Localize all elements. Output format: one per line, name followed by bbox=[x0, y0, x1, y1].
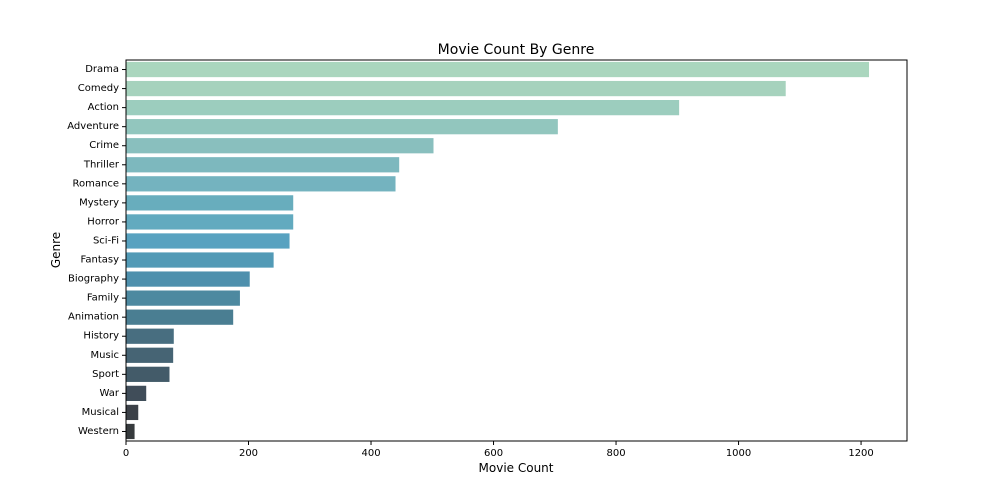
chart-title: Movie Count By Genre bbox=[438, 42, 595, 58]
y-tick-label: Sport bbox=[92, 369, 119, 380]
y-axis-label: Genre bbox=[49, 232, 63, 268]
bar-horror bbox=[126, 214, 294, 230]
bar-sci-fi bbox=[126, 233, 290, 249]
bar-drama bbox=[126, 61, 870, 78]
y-tick-label: Sci-Fi bbox=[93, 235, 119, 246]
y-tick-label: Western bbox=[78, 426, 119, 437]
y-tick-label: Musical bbox=[82, 407, 119, 418]
y-axis: Drama Comedy Action Adventure Crime Thriller R… bbox=[67, 64, 126, 437]
x-axis: 0 200 400 600 800 1000 1200 bbox=[123, 441, 874, 459]
y-tick-label: Adventure bbox=[67, 121, 119, 132]
y-tick-label: Mystery bbox=[79, 197, 119, 208]
y-tick-label: Crime bbox=[89, 140, 119, 151]
y-tick-label: Romance bbox=[73, 178, 119, 189]
y-tick-label: Drama bbox=[85, 64, 119, 75]
bar-romance bbox=[126, 176, 396, 192]
bar-adventure bbox=[126, 119, 558, 135]
x-tick-label: 1200 bbox=[848, 448, 873, 459]
y-tick-label: Music bbox=[91, 350, 119, 361]
bar-thriller bbox=[126, 157, 400, 173]
x-tick-label: 800 bbox=[606, 448, 625, 459]
bars-group bbox=[126, 61, 870, 440]
plot-frame bbox=[125, 59, 908, 442]
bar-action bbox=[126, 100, 680, 116]
y-tick-label: Thriller bbox=[83, 159, 120, 170]
y-tick-label: Family bbox=[87, 293, 119, 304]
x-tick-label: 200 bbox=[239, 448, 258, 459]
bar-comedy bbox=[126, 80, 786, 97]
bar-family bbox=[126, 290, 240, 306]
bar-musical bbox=[126, 404, 139, 421]
y-tick-label: Horror bbox=[87, 216, 120, 227]
x-tick-label: 600 bbox=[484, 448, 503, 459]
bar-biography bbox=[126, 271, 250, 287]
y-tick-label: History bbox=[83, 331, 119, 342]
y-tick-label: Fantasy bbox=[81, 255, 120, 266]
bar-animation bbox=[126, 309, 234, 325]
bar-mystery bbox=[126, 195, 294, 211]
bar-western bbox=[126, 423, 135, 440]
bar-crime bbox=[126, 138, 434, 154]
bar-music bbox=[126, 347, 174, 363]
x-tick-label: 0 bbox=[123, 448, 129, 459]
y-tick-label: Comedy bbox=[78, 83, 119, 94]
bar-history bbox=[126, 328, 174, 344]
x-tick-label: 1000 bbox=[726, 448, 751, 459]
x-axis-label: Movie Count bbox=[479, 461, 554, 475]
bar-war bbox=[126, 385, 147, 401]
y-tick-label: Animation bbox=[68, 312, 119, 323]
x-tick-label: 400 bbox=[361, 448, 380, 459]
y-tick-label: Action bbox=[88, 102, 119, 113]
y-tick-label: War bbox=[100, 388, 120, 399]
bar-sport bbox=[126, 366, 170, 382]
bar-fantasy bbox=[126, 252, 274, 268]
y-tick-label: Biography bbox=[68, 274, 119, 285]
